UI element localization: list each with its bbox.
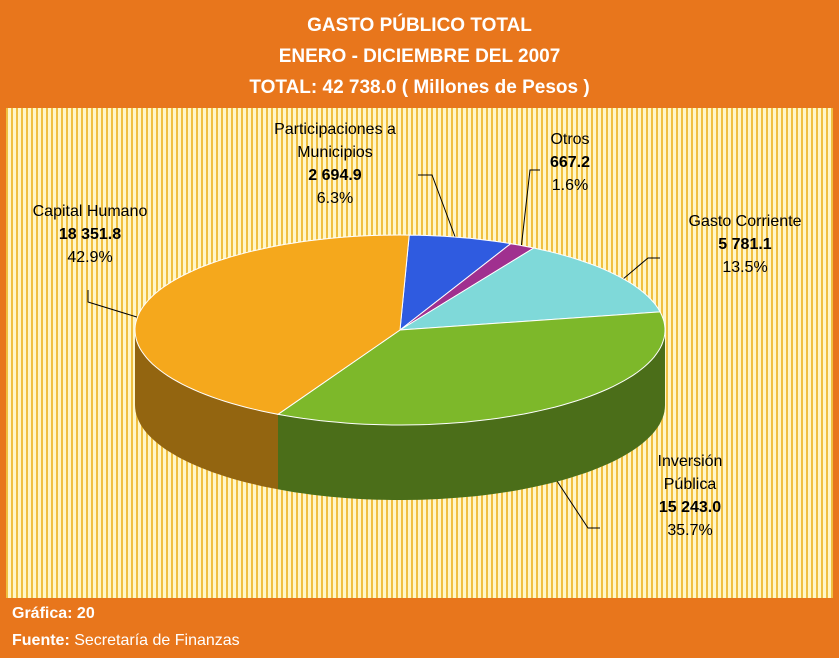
percent-label: 13.5% [722,259,768,276]
slice [134,234,410,415]
data-label: Participaciones a Municipios 2 694.9 6.3% [255,118,415,210]
category-label: Participaciones a Municipios [274,121,396,161]
value-label: 2 694.9 [308,167,362,184]
value-label: 5 781.1 [718,236,772,253]
value-label: 667.2 [549,154,591,171]
leader-lines [87,169,660,529]
value-label: 15 243.0 [658,499,722,516]
data-label: Inversión Pública 15 243.0 35.7% [610,450,770,542]
slice [399,247,661,331]
header: GASTO PÚBLICO TOTAL ENERO - DICIEMBRE DE… [0,0,839,108]
chart-label: Gráfica: [12,605,73,622]
percent-label: 1.6% [551,177,589,194]
data-label: Capital Humano 18 351.8 42.9% [10,200,170,269]
category-label: Gasto Corriente [688,213,802,230]
source: Secretaría de Finanzas [74,632,240,649]
footer: Gráfica: 20 Fuente: Secretaría de Finanz… [12,600,240,654]
source-label: Fuente: [12,632,70,649]
percent-label: 6.3% [316,190,354,207]
value-label: 18 351.8 [58,226,122,243]
slice-side [278,330,665,500]
title: GASTO PÚBLICO TOTAL [307,15,532,36]
data-label: Gasto Corriente 5 781.1 13.5% [655,210,835,279]
slice [399,234,512,332]
data-label: Otros 667.2 1.6% [510,128,630,197]
category-label: Capital Humano [32,203,148,220]
percent-label: 35.7% [667,522,713,539]
slice-side [135,330,278,490]
subtitle: TOTAL: 42 738.0 ( Millones de Pesos ) [249,77,590,98]
category-label: Inversión Pública [657,453,723,493]
slice [276,311,666,426]
percent-label: 42.9% [67,249,113,266]
slice-side-shade [135,330,278,490]
category-label: Otros [550,131,590,148]
chart-number: 20 [76,605,95,622]
subtitle: ENERO - DICIEMBRE DEL 2007 [278,46,561,67]
slice-side-shade [278,330,665,500]
